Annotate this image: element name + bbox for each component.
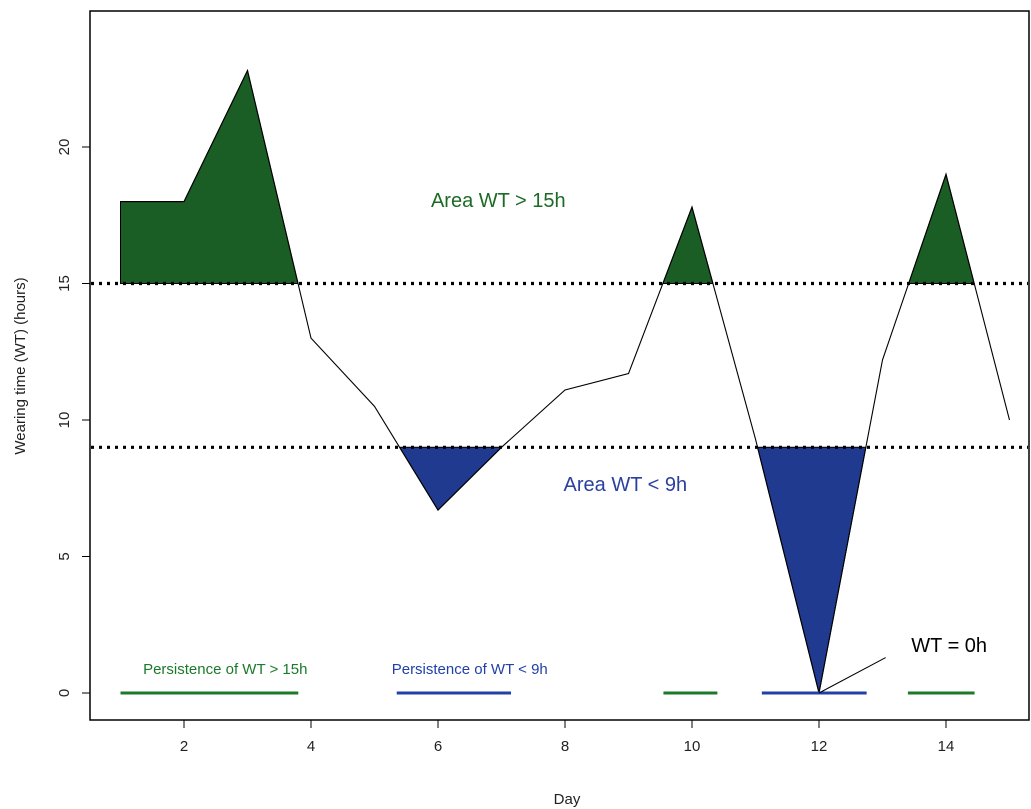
x-tick-label: 10 xyxy=(684,738,701,755)
y-tick-label: 20 xyxy=(56,139,73,156)
x-tick-label: 12 xyxy=(811,738,828,755)
annotation-label: Area WT < 9h xyxy=(564,474,688,496)
threshold-fill-areas xyxy=(120,69,975,694)
x-tick-label: 2 xyxy=(180,738,188,755)
y-tick-label: 10 xyxy=(56,412,73,429)
x-tick-label: 6 xyxy=(434,738,442,755)
x-tick-label: 4 xyxy=(307,738,315,755)
y-tick-label: 0 xyxy=(56,689,73,697)
x-axis-title: Day xyxy=(554,791,581,808)
y-tick-label: 15 xyxy=(56,275,73,292)
x-tick-label: 14 xyxy=(938,738,955,755)
y-axis-title: Wearing time (WT) (hours) xyxy=(12,277,29,454)
annotation-label: WT = 0h xyxy=(911,635,987,657)
annotation-label: Persistence of WT > 15h xyxy=(143,661,307,678)
annotations: Area WT > 15h Area WT < 9h WT = 0h Persiste… xyxy=(143,190,987,694)
series-line xyxy=(120,68,1011,694)
plot-frame xyxy=(89,10,1030,721)
annotation-label: Persistence of WT < 9h xyxy=(392,661,548,678)
y-tick-label: 5 xyxy=(56,552,73,560)
annotation-label: Area WT > 15h xyxy=(431,190,566,212)
x-tick-label: 8 xyxy=(561,738,569,755)
pointer-line xyxy=(818,657,886,694)
wearing-time-series xyxy=(120,68,1011,694)
axes: 2 4 6 8 10 12 14 0 5 10 15 20 xyxy=(56,139,954,755)
